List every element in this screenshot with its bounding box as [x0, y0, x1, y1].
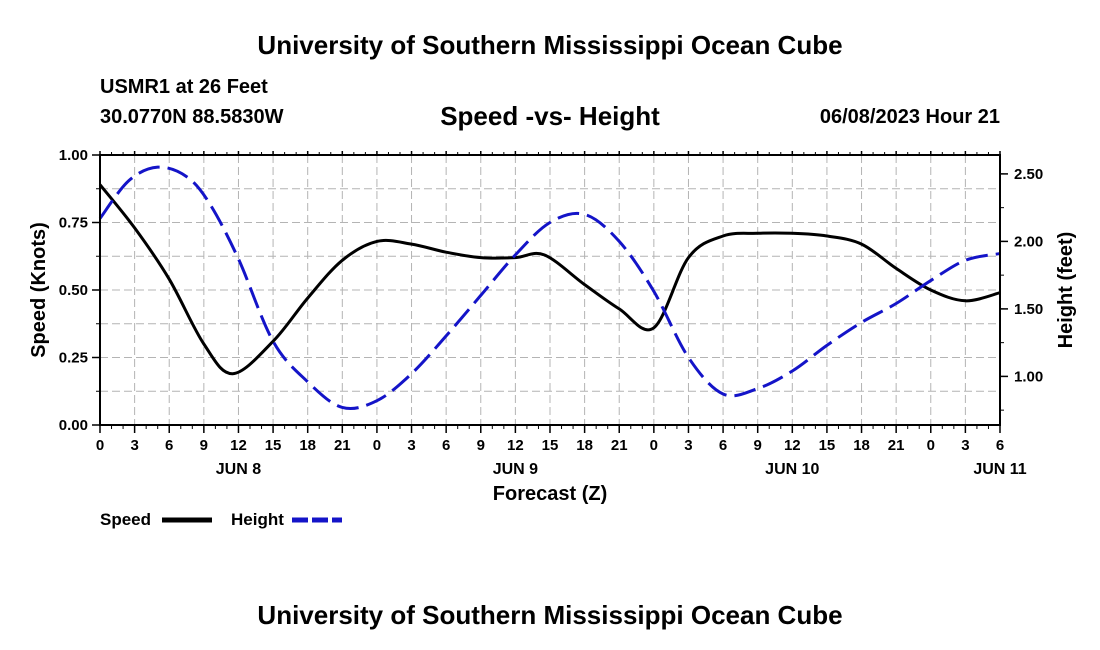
- y2-tick-label: 2.00: [1014, 233, 1043, 250]
- x-tick-label: 18: [576, 437, 593, 454]
- x-tick-label: 0: [373, 437, 381, 454]
- y2-axis-title: Height (feet): [1055, 232, 1077, 349]
- station-label: USMR1 at 26 Feet: [100, 76, 268, 98]
- x-tick-label: 6: [442, 437, 450, 454]
- x-tick-label: 21: [611, 437, 628, 454]
- axes: [92, 151, 1008, 433]
- x-tick-label: 12: [230, 437, 247, 454]
- y2-tick-label: 1.00: [1014, 368, 1043, 385]
- chart-subtitle: Speed -vs- Height: [440, 101, 660, 131]
- legend: Speed Height: [100, 510, 342, 529]
- axis-labels: Forecast (Z) Speed (Knots) Height (feet)…: [28, 147, 1077, 505]
- footer-title: University of Southern Mississippi Ocean…: [257, 600, 843, 630]
- y-tick-label: 0.25: [59, 350, 88, 367]
- speed-series-line: [98, 183, 1001, 376]
- x-tick-label: 0: [927, 437, 935, 454]
- x-tick-label: 21: [888, 437, 905, 454]
- x-tick-label: 9: [200, 437, 208, 454]
- y-tick-label: 0.75: [59, 215, 88, 232]
- height-series-line: [98, 165, 1001, 411]
- x-tick-label: 6: [165, 437, 173, 454]
- x-tick-label: 21: [334, 437, 351, 454]
- x-tick-label: 0: [650, 437, 658, 454]
- x-tick-label: 6: [719, 437, 727, 454]
- legend-speed-label: Speed: [100, 510, 151, 529]
- legend-height-label: Height: [231, 510, 284, 529]
- grid: [100, 155, 1000, 425]
- y2-tick-label: 2.50: [1014, 166, 1043, 183]
- day-label: JUN 9: [493, 461, 538, 478]
- x-tick-label: 18: [853, 437, 870, 454]
- x-tick-label: 15: [265, 437, 282, 454]
- day-label: JUN 11: [973, 461, 1026, 478]
- forecast-datetime: 06/08/2023 Hour 21: [819, 106, 1000, 128]
- x-tick-label: 3: [684, 437, 692, 454]
- y2-tick-label: 1.50: [1014, 301, 1043, 318]
- x-tick-label: 9: [477, 437, 485, 454]
- x-tick-label: 0: [96, 437, 104, 454]
- day-label: JUN 10: [765, 461, 819, 478]
- x-axis-title: Forecast (Z): [493, 483, 607, 505]
- x-tick-label: 6: [996, 437, 1004, 454]
- y-tick-label: 1.00: [59, 147, 88, 164]
- day-label: JUN 8: [216, 461, 261, 478]
- x-tick-label: 9: [754, 437, 762, 454]
- x-tick-label: 15: [819, 437, 836, 454]
- series-layer: [98, 165, 1001, 411]
- x-tick-label: 15: [542, 437, 559, 454]
- x-tick-label: 18: [299, 437, 316, 454]
- chart-title: University of Southern Mississippi Ocean…: [257, 30, 843, 60]
- x-tick-label: 3: [961, 437, 969, 454]
- y-axis-title: Speed (Knots): [28, 222, 50, 358]
- station-coordinates: 30.0770N 88.5830W: [100, 106, 284, 128]
- y-tick-label: 0.50: [59, 282, 88, 299]
- x-tick-label: 12: [507, 437, 524, 454]
- x-tick-label: 3: [407, 437, 415, 454]
- x-tick-label: 3: [130, 437, 138, 454]
- y-tick-label: 0.00: [59, 417, 88, 434]
- x-tick-label: 12: [784, 437, 801, 454]
